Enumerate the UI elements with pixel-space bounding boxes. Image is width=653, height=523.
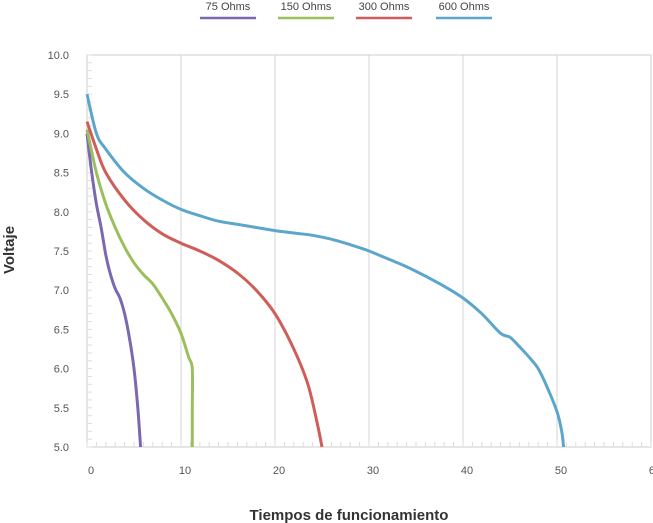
x-tick-label: 0 bbox=[88, 465, 94, 477]
y-tick-label: 7.0 bbox=[54, 285, 69, 297]
x-tick-label: 40 bbox=[461, 465, 473, 477]
y-tick-label: 7.5 bbox=[54, 246, 69, 258]
legend-label-0: 75 Ohms bbox=[206, 1, 251, 13]
series-lines bbox=[85, 93, 566, 448]
x-axis-title: Tiempos de funcionamiento bbox=[250, 507, 449, 523]
minor-ticks bbox=[86, 54, 652, 448]
x-tick-label: 30 bbox=[367, 465, 379, 477]
y-tick-label: 9.5 bbox=[54, 89, 69, 101]
y-axis: 5.0 5.5 6.0 6.5 7.0 7.5 8.0 8.5 9.0 9.5 10.0 bbox=[48, 50, 69, 454]
legend-label-3: 600 Ohms bbox=[439, 1, 490, 13]
x-tick-label: 10 bbox=[179, 465, 191, 477]
y-tick-label: 5.0 bbox=[54, 442, 69, 454]
legend-label-2: 300 Ohms bbox=[359, 1, 410, 13]
y-tick-label: 9.0 bbox=[54, 128, 69, 140]
y-tick-label: 10.0 bbox=[48, 50, 69, 62]
y-tick-label: 8.0 bbox=[54, 207, 69, 219]
series-line-0 bbox=[85, 133, 143, 448]
x-tick-label: 50 bbox=[555, 465, 567, 477]
y-tick-label: 6.5 bbox=[54, 324, 69, 336]
legend: 75 Ohms 150 Ohms 300 Ohms 600 Ohms bbox=[200, 1, 492, 20]
x-tick-label: 60 bbox=[649, 465, 653, 477]
x-axis: 0 10 20 30 40 50 60 bbox=[88, 465, 653, 477]
y-axis-title: Voltaje bbox=[1, 226, 18, 274]
legend-label-1: 150 Ohms bbox=[281, 1, 332, 13]
y-tick-label: 6.0 bbox=[54, 364, 69, 376]
series-line-1 bbox=[85, 129, 195, 447]
y-tick-label: 5.5 bbox=[54, 403, 69, 415]
x-tick-label: 20 bbox=[273, 465, 285, 477]
y-tick-label: 8.5 bbox=[54, 168, 69, 180]
series-line-3 bbox=[85, 93, 566, 448]
series-line-2 bbox=[85, 121, 324, 448]
